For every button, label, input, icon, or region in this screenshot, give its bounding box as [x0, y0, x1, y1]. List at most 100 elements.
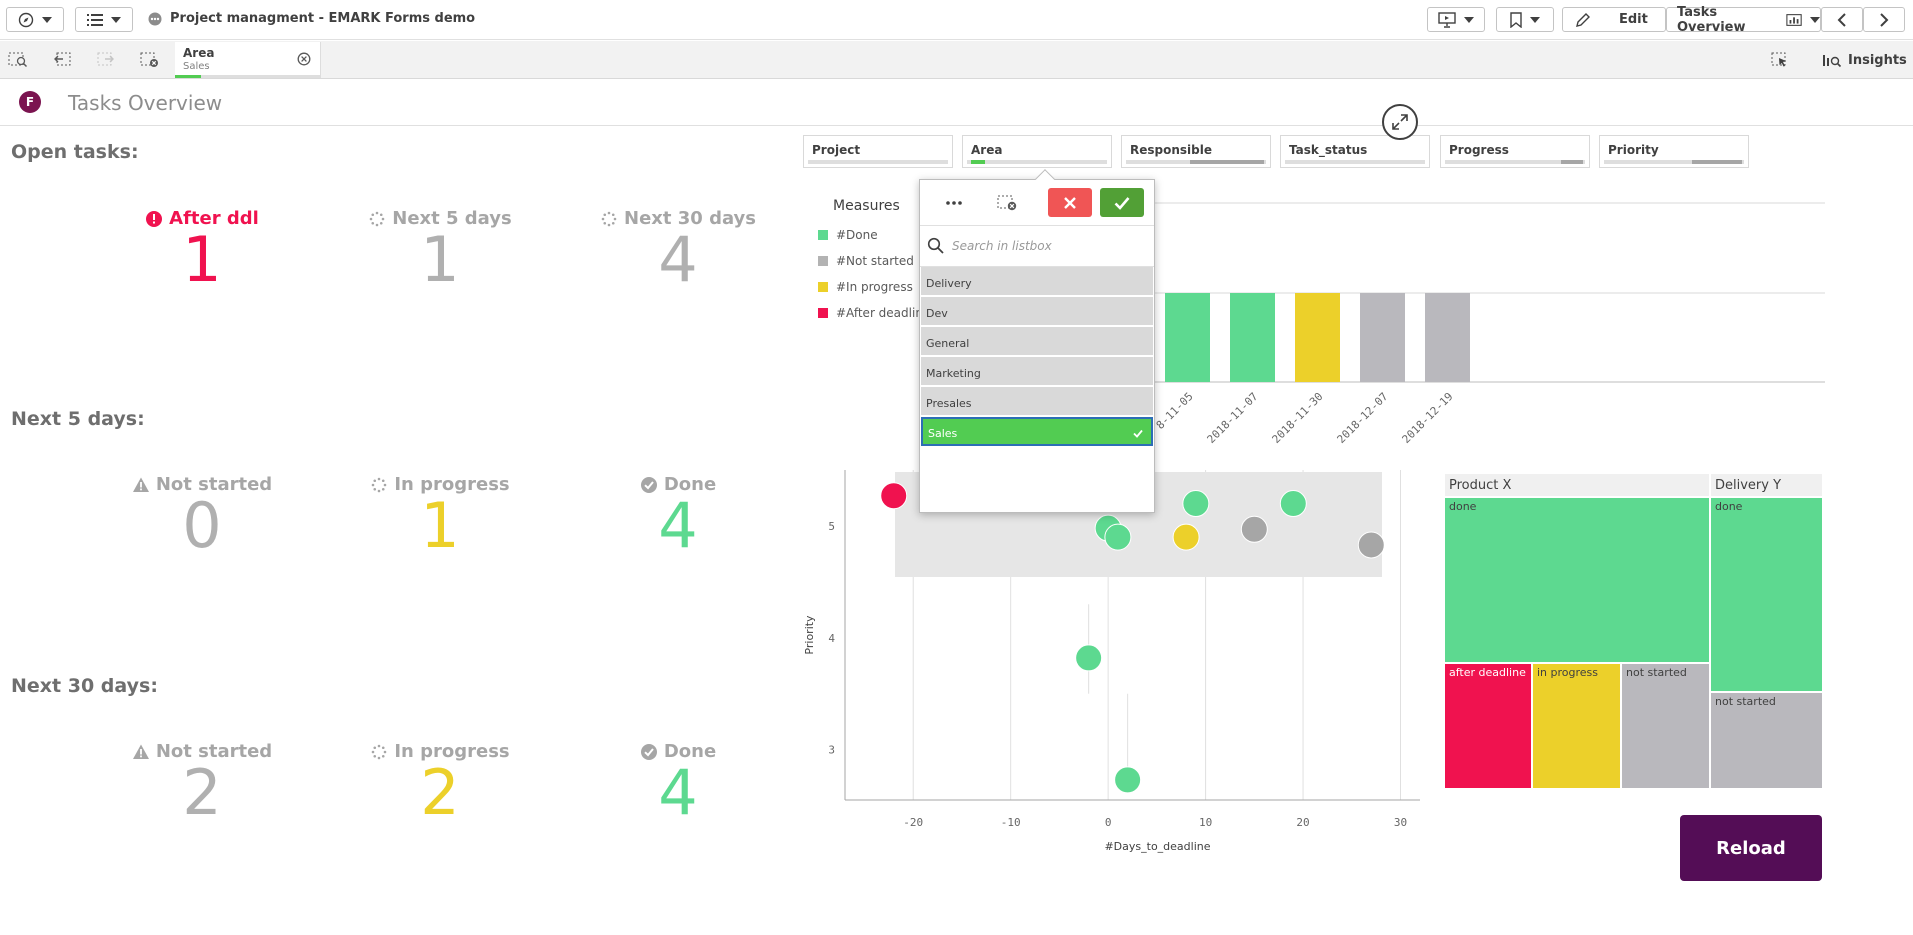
kpi-label-text: Next 30 days: [624, 208, 756, 229]
bar-2018-11-05[interactable]: [1165, 293, 1210, 382]
next-sheet-button[interactable]: [1863, 7, 1905, 32]
listbox-item[interactable]: Dev: [921, 297, 1153, 326]
scatter-chart: -20 -10 0 10 20 30 3 4 5 #Days_to_deadline Priorit…: [803, 470, 1420, 853]
more-icon: [946, 200, 962, 205]
more-options-button[interactable]: [932, 188, 976, 217]
filter-label: Progress: [1449, 143, 1509, 157]
step-forward-button[interactable]: [97, 51, 117, 69]
filter-project[interactable]: Project: [803, 135, 953, 168]
expand-icon: [1392, 114, 1408, 130]
listbox-item-label: Sales: [928, 427, 958, 440]
sheet-selector-button[interactable]: Tasks Overview: [1666, 5, 1821, 35]
reload-button[interactable]: Reload: [1680, 815, 1822, 881]
app-title: Project managment - EMARK Forms demo: [148, 11, 475, 26]
listbox-item-label: Delivery: [926, 277, 972, 290]
selection-search-icon: [8, 52, 28, 68]
kpi-label: In progress: [320, 474, 560, 495]
close-icon[interactable]: [297, 52, 311, 66]
x-tick-label: 0: [1105, 816, 1112, 829]
legend-label: #In progress: [836, 280, 913, 294]
x-tick-label: 10: [1199, 816, 1212, 829]
scatter-point[interactable]: [1172, 523, 1200, 551]
listbox-search[interactable]: Search in listbox: [920, 227, 1154, 267]
scatter-point[interactable]: [1182, 490, 1210, 518]
edit-button[interactable]: Edit: [1562, 7, 1666, 32]
spinner-icon: [372, 744, 387, 759]
edit-label: Edit: [1619, 12, 1648, 27]
confirm-selection-button[interactable]: [1100, 188, 1144, 217]
filter-priority[interactable]: Priority: [1599, 135, 1749, 168]
expand-button[interactable]: [1382, 104, 1418, 140]
scatter-point[interactable]: [1240, 515, 1268, 543]
listbox-item-label: Presales: [926, 397, 972, 410]
previous-sheet-button[interactable]: [1821, 7, 1863, 32]
scatter-point[interactable]: [1104, 523, 1132, 551]
search-placeholder: Search in listbox: [952, 239, 1052, 253]
listbox-item[interactable]: Sales: [921, 417, 1153, 446]
treemap-cell[interactable]: not started: [1621, 663, 1710, 789]
clear-all-selections-button[interactable]: [140, 51, 160, 69]
selection-chip-area[interactable]: Area Sales: [175, 42, 321, 78]
bookmarks-button[interactable]: [1496, 7, 1554, 32]
spinner-icon: [601, 211, 617, 226]
clear-selections-icon: [997, 195, 1017, 210]
legend-item: #Done: [818, 222, 930, 248]
filter-task_status[interactable]: Task_status: [1280, 135, 1430, 168]
filter-label: Project: [812, 143, 861, 157]
treemap-cell[interactable]: not started: [1710, 692, 1823, 789]
listbox-item[interactable]: Presales: [921, 387, 1153, 416]
chevron-right-icon: [1880, 12, 1889, 27]
filter-responsible[interactable]: Responsible: [1121, 135, 1271, 168]
close-icon: [1064, 196, 1076, 209]
scatter-point[interactable]: [1357, 531, 1385, 559]
exclamation-icon: [146, 210, 163, 227]
warning-icon: [132, 744, 149, 759]
cancel-selection-button[interactable]: [1048, 188, 1092, 217]
filter-label: Responsible: [1130, 143, 1212, 157]
bar-2018-12-07[interactable]: [1360, 293, 1405, 382]
present-button[interactable]: [1427, 7, 1485, 32]
selection-chip-bar: [175, 75, 320, 78]
scatter-point[interactable]: [1075, 644, 1103, 672]
bar-2018-11-30[interactable]: [1295, 293, 1340, 382]
treemap-cell[interactable]: after deadline: [1444, 663, 1532, 789]
navigation-menu-button[interactable]: [6, 7, 64, 32]
legend-label: #After deadline: [836, 306, 931, 320]
smart-search-button[interactable]: [8, 51, 28, 69]
x-axis-label: #Days_to_deadline: [1104, 840, 1210, 853]
filter-area[interactable]: Area: [962, 135, 1112, 168]
kpi-next30-2: Done 4: [558, 741, 798, 824]
kpi-label: After ddl: [82, 208, 322, 229]
treemap-cell[interactable]: in progress: [1532, 663, 1621, 789]
selections-tool-button[interactable]: [1770, 51, 1790, 69]
global-menu-button[interactable]: [75, 7, 133, 32]
clear-selection-button[interactable]: [986, 188, 1030, 217]
selection-chip-value: Sales: [183, 61, 210, 72]
scatter-point[interactable]: [1114, 766, 1142, 794]
listbox-item[interactable]: Delivery: [921, 267, 1153, 296]
treemap-cell[interactable]: done: [1444, 497, 1710, 663]
treemap-cell[interactable]: done: [1710, 497, 1823, 692]
kpi-value: 4: [658, 489, 698, 562]
bar-2018-11-07[interactable]: [1230, 293, 1275, 382]
filter-progress[interactable]: Progress: [1440, 135, 1590, 168]
listbox-item[interactable]: General: [921, 327, 1153, 356]
scatter-point[interactable]: [880, 482, 908, 510]
kpi-next5-2: Done 4: [558, 474, 798, 557]
kpi-label-text: Next 5 days: [392, 208, 512, 229]
kpi-value: 4: [658, 756, 698, 829]
x-tick-label: -10: [1001, 816, 1021, 829]
kpi-label: In progress: [320, 741, 560, 762]
chevron-down-icon: [42, 16, 52, 23]
step-back-button[interactable]: [52, 51, 72, 69]
filter-label: Priority: [1608, 143, 1659, 157]
clear-selections-icon: [140, 52, 158, 67]
listbox-item[interactable]: Marketing: [921, 357, 1153, 386]
filter-selection-bar: [1445, 160, 1585, 164]
insights-button[interactable]: Insights: [1822, 50, 1907, 70]
scatter-point[interactable]: [1279, 490, 1307, 518]
bar-2018-12-19[interactable]: [1425, 293, 1470, 382]
kpi-label: Not started: [82, 474, 322, 495]
filter-label: Task_status: [1289, 143, 1368, 157]
